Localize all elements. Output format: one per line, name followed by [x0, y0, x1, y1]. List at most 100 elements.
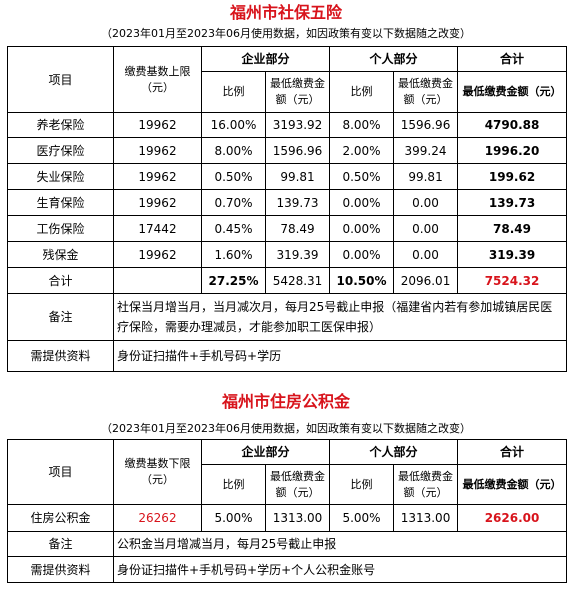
row-base: 19962	[113, 163, 202, 190]
row-company-ratio: 8.00%	[201, 137, 266, 164]
hf-row-personal-ratio: 5.00%	[329, 504, 395, 532]
row-company-ratio: 1.60%	[201, 241, 266, 268]
note-text: 社保当月增当月，当月减次月，每月25号截止申报（福建省内若有参加城镇居民医疗保险…	[112, 293, 568, 341]
row-personal-ratio: 0.00%	[329, 241, 395, 268]
row-name: 残保金	[7, 241, 114, 268]
housing-fund-title: 福州市住房公积金	[221, 392, 350, 411]
header-company-amount: 最低缴费金额（元）	[264, 71, 331, 113]
header-company: 企业部分	[200, 46, 331, 72]
sum-personal-amount: 2096.01	[393, 267, 459, 294]
row-company-amount: 99.81	[264, 163, 331, 190]
hf-header-personal-ratio: 比例	[329, 464, 395, 505]
table-row: 生育保险 19962 0.70% 139.73 0.00% 0.00 139.7…	[7, 189, 568, 216]
housing-fund-table: 项目 缴费基数下限（元） 企业部分 个人部分 合计 比例 最低缴费金额（元） 比…	[7, 439, 568, 583]
row-base: 19962	[113, 112, 202, 138]
hf-row-base: 26262	[113, 504, 202, 532]
hf-docs-row: 需提供资料 身份证扫描件+手机号码+学历+个人公积金账号	[7, 556, 568, 583]
row-total: 78.49	[457, 215, 568, 242]
table-row: 残保金 19962 1.60% 319.39 0.00% 0.00 319.39	[7, 241, 568, 268]
docs-text: 身份证扫描件+手机号码+学历	[112, 340, 568, 372]
row-personal-amount: 0.00	[393, 189, 459, 216]
hf-header-base-floor: 缴费基数下限（元）	[113, 439, 202, 505]
row-company-amount: 319.39	[264, 241, 331, 268]
header-total: 合计	[457, 46, 568, 72]
hf-note-row: 备注 公积金当月增减当月，每月25号截止申报	[7, 531, 568, 557]
hf-row-personal-amount: 1313.00	[393, 504, 459, 532]
row-personal-ratio: 2.00%	[329, 137, 395, 164]
row-personal-ratio: 0.50%	[329, 163, 395, 190]
hf-header-personal-amount: 最低缴费金额（元）	[393, 464, 459, 505]
sum-base-empty	[113, 267, 202, 294]
table-row: 住房公积金 26262 5.00% 1313.00 5.00% 1313.00 …	[7, 504, 568, 532]
hf-header-total: 合计	[457, 439, 568, 465]
row-base: 17442	[113, 215, 202, 242]
row-company-amount: 1596.96	[264, 137, 331, 164]
hf-header-item: 项目	[7, 439, 114, 505]
note-label: 备注	[7, 293, 114, 341]
row-company-amount: 3193.92	[264, 112, 331, 138]
row-personal-amount: 99.81	[393, 163, 459, 190]
row-total: 139.73	[457, 189, 568, 216]
row-company-ratio: 0.45%	[201, 215, 266, 242]
row-company-ratio: 16.00%	[201, 112, 266, 138]
hf-docs-text: 身份证扫描件+手机号码+学历+个人公积金账号	[112, 556, 568, 583]
row-total: 1996.20	[457, 137, 568, 164]
row-name: 医疗保险	[7, 137, 114, 164]
row-personal-ratio: 0.00%	[329, 215, 395, 242]
header-base-cap: 缴费基数上限（元）	[113, 46, 202, 113]
row-personal-ratio: 0.00%	[329, 189, 395, 216]
header-personal-ratio: 比例	[329, 71, 395, 113]
hf-header-company-ratio: 比例	[201, 464, 266, 505]
sum-company-amount: 5428.31	[264, 267, 331, 294]
hf-header-total-amount: 最低缴费金额（元）	[457, 464, 568, 505]
row-total: 319.39	[457, 241, 568, 268]
row-base: 19962	[113, 241, 202, 268]
hf-row-total: 2626.00	[457, 504, 568, 532]
note-row: 备注 社保当月增当月，当月减次月，每月25号截止申报（福建省内若有参加城镇居民医…	[7, 293, 568, 341]
social-insurance-table: 项目 缴费基数上限（元） 企业部分 个人部分 合计 比例 最低缴费金额（元） 比…	[7, 46, 568, 372]
sum-personal-ratio: 10.50%	[329, 267, 395, 294]
hf-docs-label: 需提供资料	[7, 556, 114, 583]
hf-note-label: 备注	[7, 531, 114, 557]
header-personal-amount: 最低缴费金额（元）	[393, 71, 459, 113]
hf-row-company-ratio: 5.00%	[201, 504, 266, 532]
header-company-ratio: 比例	[201, 71, 266, 113]
docs-label: 需提供资料	[7, 340, 114, 372]
row-name: 生育保险	[7, 189, 114, 216]
row-personal-amount: 0.00	[393, 241, 459, 268]
social-insurance-subtitle: （2023年01月至2023年06月使用数据，如因政策有变以下数据随之改变）	[101, 27, 471, 40]
housing-fund-subtitle: （2023年01月至2023年06月使用数据，如因政策有变以下数据随之改变）	[101, 422, 471, 435]
row-company-amount: 139.73	[264, 189, 331, 216]
table-row: 失业保险 19962 0.50% 99.81 0.50% 99.81 199.6…	[7, 163, 568, 190]
hf-row-name: 住房公积金	[7, 504, 114, 532]
hf-header-company-amount: 最低缴费金额（元）	[264, 464, 331, 505]
social-insurance-title: 福州市社保五险	[229, 3, 342, 22]
hf-header-personal: 个人部分	[329, 439, 459, 465]
header-total-amount: 最低缴费金额（元）	[457, 71, 568, 113]
sum-label: 合计	[7, 267, 114, 294]
sum-total: 7524.32	[457, 267, 568, 294]
hf-header-company: 企业部分	[200, 439, 331, 465]
sum-company-ratio: 27.25%	[201, 267, 266, 294]
row-name: 养老保险	[7, 112, 114, 138]
row-personal-ratio: 8.00%	[329, 112, 395, 138]
row-company-ratio: 0.50%	[201, 163, 266, 190]
row-company-amount: 78.49	[264, 215, 331, 242]
header-personal: 个人部分	[329, 46, 459, 72]
row-personal-amount: 1596.96	[393, 112, 459, 138]
sum-row: 合计 27.25% 5428.31 10.50% 2096.01 7524.32	[7, 267, 568, 294]
hf-note-text: 公积金当月增减当月，每月25号截止申报	[112, 531, 568, 557]
row-total: 4790.88	[457, 112, 568, 138]
table-row: 医疗保险 19962 8.00% 1596.96 2.00% 399.24 19…	[7, 137, 568, 164]
row-name: 工伤保险	[7, 215, 114, 242]
row-total: 199.62	[457, 163, 568, 190]
row-base: 19962	[113, 189, 202, 216]
header-item: 项目	[7, 46, 114, 113]
row-personal-amount: 0.00	[393, 215, 459, 242]
row-personal-amount: 399.24	[393, 137, 459, 164]
row-name: 失业保险	[7, 163, 114, 190]
docs-row: 需提供资料 身份证扫描件+手机号码+学历	[7, 340, 568, 372]
row-base: 19962	[113, 137, 202, 164]
table-row: 工伤保险 17442 0.45% 78.49 0.00% 0.00 78.49	[7, 215, 568, 242]
table-row: 养老保险 19962 16.00% 3193.92 8.00% 1596.96 …	[7, 112, 568, 138]
